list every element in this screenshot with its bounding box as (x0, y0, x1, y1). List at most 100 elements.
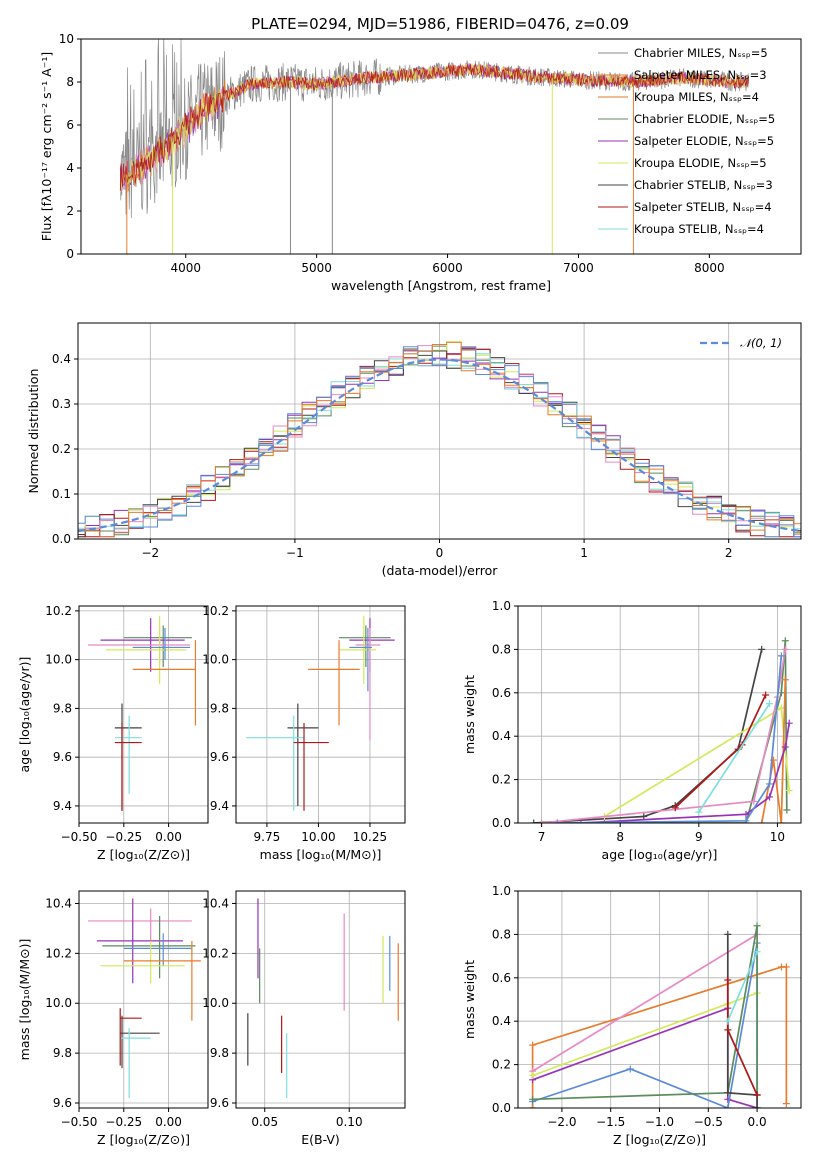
spectrum-legend-label-6: Chabrier STELIB, Nₛₛₚ=3 (634, 178, 773, 192)
weight-vs-age-ytick-label-0: 0.0 (492, 816, 511, 830)
weight-vs-age-series-marker-2-2 (785, 786, 793, 794)
weight-vs-age-series-marker-7-2 (762, 691, 770, 699)
mass-vs-Z-xtick-label-0: −0.50 (61, 1115, 98, 1129)
weight-vs-Z-series-line-4 (532, 942, 758, 1108)
figure-title: PLATE=0294, MJD=51986, FIBERID=0476, z=0… (251, 15, 629, 33)
weight-vs-Z-xlabel: Z [log₁₀(Z/Z⊙)] (613, 1132, 706, 1147)
residuals-xtick-label-2: 0 (436, 546, 444, 560)
weight-vs-Z-series-marker-7-2 (753, 1091, 761, 1099)
weight-vs-age-series-marker-6-3 (777, 652, 785, 660)
weight-vs-Z-ytick-label-2: 0.4 (492, 1014, 511, 1028)
age-vs-mass-xtick-label-0: 9.75 (254, 830, 281, 844)
weight-vs-Z-series-marker-6-1 (724, 1089, 732, 1097)
residuals-histogram-7 (78, 346, 801, 538)
weight-vs-age-series-marker-1-2 (777, 689, 785, 697)
weight-vs-age-series-marker-6-0 (553, 819, 561, 823)
spectrum-ylabel: Flux [fλ10⁻¹⁷ erg cm⁻² s⁻¹ A⁻¹] (39, 52, 54, 241)
weight-vs-Z-series-line-8 (727, 951, 758, 1022)
weight-vs-age-plot-area (530, 637, 793, 823)
residuals-ylabel: Normed distribution (26, 369, 41, 494)
residuals-histogram-8 (78, 341, 801, 538)
weight-vs-Z-series-line-1 (532, 933, 758, 1072)
weight-vs-Z-series-marker-7-0 (724, 976, 732, 984)
age-vs-Z-xtick-label-0: −0.50 (61, 830, 98, 844)
weight-vs-Z-ylabel: mass weight (462, 960, 477, 1039)
weight-vs-age-series-line-8 (698, 703, 771, 813)
weight-vs-age-series-line-7 (674, 694, 767, 809)
age-vs-mass-ytick-label-2: 9.8 (210, 701, 229, 715)
weight-vs-Z-xtick-label-2: −1.0 (645, 1115, 674, 1129)
age-vs-mass-frame (235, 605, 406, 824)
spectrum-ytick-label-5: 10 (59, 32, 74, 46)
mass-vs-Z-ytick-label-1: 9.8 (53, 1046, 72, 1060)
residuals-histogram-5 (78, 353, 801, 530)
mass-vs-Z-xtick-label-1: −0.25 (105, 1115, 142, 1129)
spectrum-model-line-3 (120, 62, 749, 193)
weight-vs-age-series-marker-1-0 (600, 819, 608, 823)
mass-vs-EBV-xtick-label-0: 0.05 (251, 1115, 278, 1129)
weight-vs-Z-xtick-label-4: 0.0 (748, 1115, 767, 1129)
residuals-xtick-label-1: −1 (286, 546, 304, 560)
age-vs-mass-xlabel: mass [log₁₀(M/M⊙)] (260, 847, 382, 862)
weight-vs-Z-plot-area (529, 922, 790, 1108)
weight-vs-age-series-line-1 (604, 640, 788, 823)
spectrum-ytick-label-4: 8 (66, 75, 74, 89)
mass-vs-Z-ytick-label-0: 9.6 (53, 1096, 72, 1110)
age-vs-Z-ytick-label-2: 9.8 (53, 701, 72, 715)
weight-vs-age-ytick-label-2: 0.4 (492, 729, 511, 743)
mass-vs-Z-xlabel: Z [log₁₀(Z/Z⊙)] (97, 1132, 190, 1147)
spectrum-plot-area (119, 39, 749, 254)
weight-vs-age-series-marker-5-4 (785, 719, 793, 727)
weight-vs-age-frame (517, 605, 802, 824)
weight-vs-age-series-marker-5-1 (742, 810, 750, 818)
weight-vs-Z-series-marker-4-1 (626, 1065, 634, 1073)
residuals-plot-area (78, 341, 801, 538)
spectrum-legend-label-2: Kroupa MILES, Nₛₛₚ=4 (634, 90, 759, 104)
mass-vs-EBV-ytick-label-3: 10.2 (202, 946, 229, 960)
age-vs-mass-plot-area (246, 615, 395, 811)
weight-vs-age-ytick-label-4: 0.8 (492, 642, 511, 656)
weight-vs-age-series-marker-4-3 (781, 645, 789, 653)
weight-vs-Z-xtick-label-0: −2.0 (547, 1115, 576, 1129)
weight-vs-Z-ytick-label-5: 1.0 (492, 884, 511, 898)
mass-vs-EBV-ytick-label-1: 9.8 (210, 1046, 229, 1060)
weight-vs-age-series-marker-4-0 (538, 819, 546, 823)
weight-vs-Z-ytick-label-3: 0.6 (492, 971, 511, 985)
weight-vs-age-series-marker-5-3 (781, 743, 789, 751)
weight-vs-Z-series-marker-3-0 (529, 1071, 537, 1079)
age-vs-Z-ytick-label-4: 10.2 (45, 604, 72, 618)
mass-vs-Z-ylabel: mass [log₁₀(M/M⊙)] (17, 939, 32, 1061)
weight-vs-age-series-marker-5-0 (577, 819, 585, 823)
weight-vs-age-series-marker-6-1 (742, 817, 750, 823)
mass-vs-EBV-plot-area (247, 898, 399, 1099)
spectrum-xtick-label-3: 7000 (563, 261, 594, 275)
weight-vs-Z-series-marker-6-0 (724, 930, 732, 938)
spectrum-ytick-label-0: 0 (66, 247, 74, 261)
weight-vs-age-xtick-label-1: 8 (616, 830, 624, 844)
weight-vs-age-series-marker-6-2 (766, 780, 774, 788)
weight-vs-age-series-marker-3-3 (781, 676, 789, 684)
weight-vs-age-series-line-4 (541, 649, 787, 823)
spectrum-ytick-label-2: 4 (66, 161, 74, 175)
weight-vs-Z-series-marker-8-0 (724, 1017, 732, 1025)
weight-vs-age-ytick-label-5: 1.0 (492, 599, 511, 613)
spectrum-xlabel: wavelength [Angstrom, rest frame] (331, 278, 551, 293)
weight-vs-age-series-marker-8-0 (695, 808, 703, 816)
residuals-xtick-label-3: 1 (580, 546, 588, 560)
weight-vs-age-series-marker-8-1 (766, 700, 774, 708)
spectrum-ytick-label-1: 2 (66, 204, 74, 218)
mass-vs-EBV-xtick-label-1: 0.10 (336, 1115, 363, 1129)
residuals-xtick-label-0: −2 (141, 546, 159, 560)
spectrum-model-line-4 (119, 62, 749, 191)
mass-vs-Z-xtick-label-2: 0.00 (155, 1115, 182, 1129)
weight-vs-age-xtick-label-0: 7 (538, 830, 546, 844)
weight-vs-Z-series-line-7 (726, 980, 758, 1096)
spectrum-legend-label-8: Kroupa STELIB, Nₛₛₚ=4 (634, 222, 764, 236)
residuals-ytick-label-4: 0.4 (52, 352, 71, 366)
age-vs-Z-ytick-label-1: 9.6 (53, 750, 72, 764)
weight-vs-age-series-marker-3-2 (777, 819, 785, 823)
residuals-xtick-label-4: 2 (725, 546, 733, 560)
mass-vs-EBV-ytick-label-0: 9.6 (210, 1096, 229, 1110)
weight-vs-Z-ytick-label-4: 0.8 (492, 927, 511, 941)
